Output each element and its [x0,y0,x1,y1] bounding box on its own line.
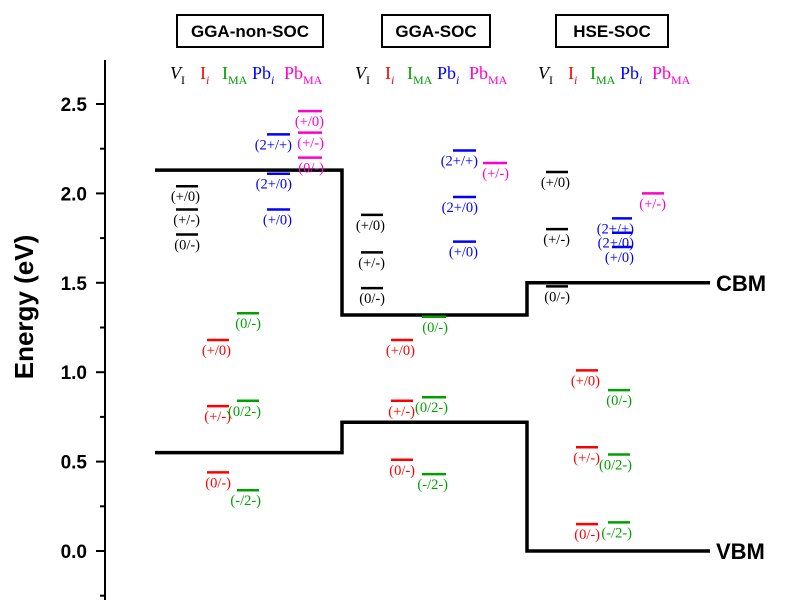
level-label-IMA: (0/2-) [415,400,448,416]
level-label-IMA: (-/2-) [601,525,632,541]
level-label-Pbi: (+/0) [449,245,478,261]
y-tick-label: 0.5 [61,453,88,474]
level-label-Pbi: (2+/0) [442,200,479,216]
level-label-VI: (0/-) [359,291,385,307]
legend-entry-PbMA: PbMA [652,63,691,87]
level-label-Pbi: (+/0) [605,250,634,266]
y-tick-label: 2.5 [61,95,88,116]
legend-entry-PbMA: PbMA [284,63,323,87]
legend-entry-VI: VI [355,63,370,87]
vbm-line [155,420,710,553]
cbm-label: CBM [716,271,766,296]
legend-entry-Ii: Ii [568,63,577,87]
level-label-PbMA: (0/-) [298,161,324,177]
level-label-VI: (+/0) [541,175,570,191]
level-label-VI: (+/-) [543,232,570,248]
level-label-PbMA: (+/-) [639,196,666,212]
level-label-Ii: (+/-) [573,450,600,466]
legend-entry-VI: VI [170,63,185,87]
level-label-IMA: (0/2-) [228,404,261,420]
y-tick-label: 1.5 [61,274,88,295]
level-label-IMA: (0/-) [422,320,448,336]
legend-entry-VI: VI [538,63,553,87]
panel-title-box [555,14,669,48]
level-label-Ii: (+/-) [388,404,415,420]
legend-entry-IMA: IMA [590,63,616,87]
level-label-VI: (0/-) [174,238,200,254]
level-label-Pbi: (2+/+) [441,153,478,169]
level-label-IMA: (0/-) [606,393,632,409]
level-label-PbMA: (+/-) [482,166,509,182]
level-label-Pbi: (2+/+) [255,137,292,153]
legend-entry-IMA: IMA [222,63,248,87]
level-label-PbMA: (+/-) [297,136,324,152]
level-label-VI: (+/0) [171,189,200,205]
panel-title: HSE-SOC [573,22,650,41]
panel-title-box [176,14,324,48]
level-label-Ii: (+/0) [386,343,415,359]
panel-title-box [381,14,491,48]
level-label-IMA: (-/2-) [230,493,261,509]
y-tick-label: 2.0 [61,184,87,205]
level-label-Ii: (+/0) [571,373,600,389]
y-tick-label: 0.0 [61,542,87,563]
level-label-Pbi: (+/0) [263,212,292,228]
level-label-Ii: (+/-) [204,409,231,425]
legend-entry-PbMA: PbMA [469,63,508,87]
level-label-Ii: (0/-) [389,463,415,479]
legend-entry-Ii: Ii [200,63,209,87]
vbm-label: VBM [716,539,765,564]
level-label-VI: (+/0) [356,218,385,234]
panel-title: GGA-SOC [395,22,476,41]
legend-entry-Pbi: Pbi [620,63,642,87]
level-label-Ii: (0/-) [574,527,600,543]
level-label-IMA: (0/-) [235,316,261,332]
level-label-IMA: (0/2-) [599,457,632,473]
legend-entry-Pbi: Pbi [252,63,274,87]
level-label-VI: (+/-) [173,212,200,228]
level-label-VI: (0/-) [544,289,570,305]
y-tick-label: 1.0 [61,363,87,384]
cbm-line [155,168,710,317]
panel-title: GGA-non-SOC [191,22,309,41]
level-label-VI: (+/-) [358,255,385,271]
level-label-Pbi: (2+/0) [256,177,293,193]
y-axis-title: Energy (eV) [9,235,39,380]
legend-entry-Pbi: Pbi [437,63,459,87]
level-label-PbMA: (+/0) [295,114,324,130]
level-label-Ii: (0/-) [205,475,231,491]
level-label-IMA: (-/2-) [417,477,448,493]
legend-entry-IMA: IMA [407,63,433,87]
level-label-Ii: (+/0) [202,343,231,359]
legend-entry-Ii: Ii [385,63,394,87]
